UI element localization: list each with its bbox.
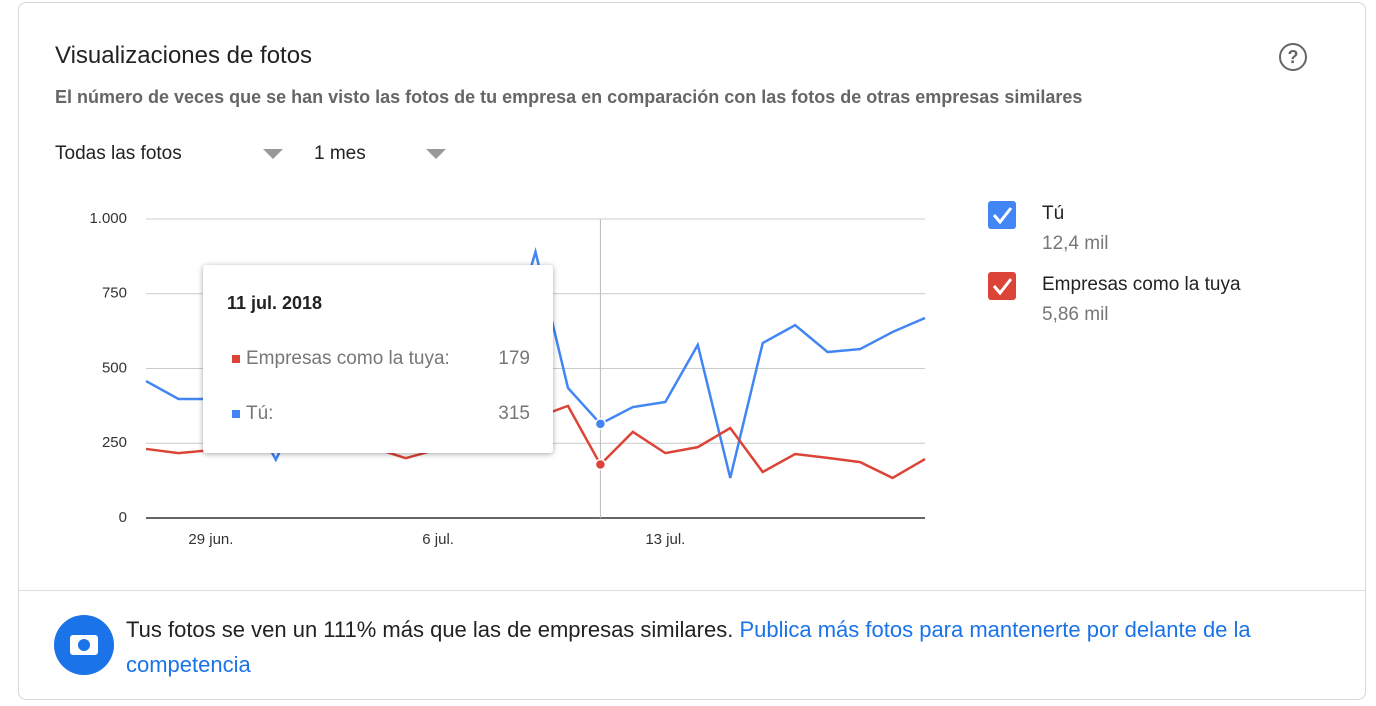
tooltip-value: 315: [498, 403, 530, 424]
line-series: [145, 247, 926, 479]
tooltip-date: 11 jul. 2018: [227, 293, 323, 313]
camera-lens: [78, 639, 90, 651]
divider: [19, 590, 1365, 591]
check: [992, 207, 1013, 225]
footer-message: Tus fotos se ven un 111% más que las de …: [126, 617, 734, 642]
help-icon[interactable]: ?: [1279, 43, 1307, 71]
y-tick-label: 500: [102, 359, 127, 376]
hover-point: [594, 418, 607, 430]
x-tick-label: 13 jul.: [645, 531, 685, 548]
dropdown-arrow: [263, 149, 283, 159]
subtitle: El número de veces que se han visto las …: [55, 87, 1083, 107]
y-tick-label: 750: [102, 285, 127, 302]
footer-link[interactable]: Publica más fotos para mantenerte por de…: [126, 617, 1251, 677]
tooltip-value: 179: [498, 348, 530, 369]
legend-name: Empresas como la tuya: [1042, 274, 1241, 295]
y-tick-label: 0: [119, 509, 127, 526]
dropdown-arrow: [426, 149, 446, 159]
check: [992, 278, 1013, 296]
checkbox[interactable]: [988, 201, 1016, 229]
footer-text: Tus fotos se ven un 111% más que las de …: [126, 612, 1336, 682]
tooltip: [203, 265, 553, 453]
tooltip-label: Tú:: [246, 403, 274, 424]
checkbox[interactable]: [988, 272, 1016, 300]
y-tick-label: 250: [102, 434, 127, 451]
dropdown[interactable]: 1 mes: [314, 143, 366, 164]
legend-name: Tú: [1042, 203, 1065, 224]
card: [18, 2, 1366, 700]
tooltip-label: Empresas como la tuya:: [246, 348, 450, 369]
tooltip-swatch: [232, 355, 240, 363]
dropdown[interactable]: Todas las fotos: [55, 143, 182, 164]
tooltip-swatch: [232, 410, 240, 418]
hover-point: [594, 458, 607, 471]
title: Visualizaciones de fotos: [55, 42, 313, 69]
y-tick-label: 1.000: [89, 210, 127, 227]
legend-total: 5,86 mil: [1042, 304, 1109, 325]
x-tick-label: 6 jul.: [422, 531, 454, 548]
x-tick-label: 29 jun.: [188, 531, 233, 548]
legend-total: 12,4 mil: [1042, 233, 1109, 254]
